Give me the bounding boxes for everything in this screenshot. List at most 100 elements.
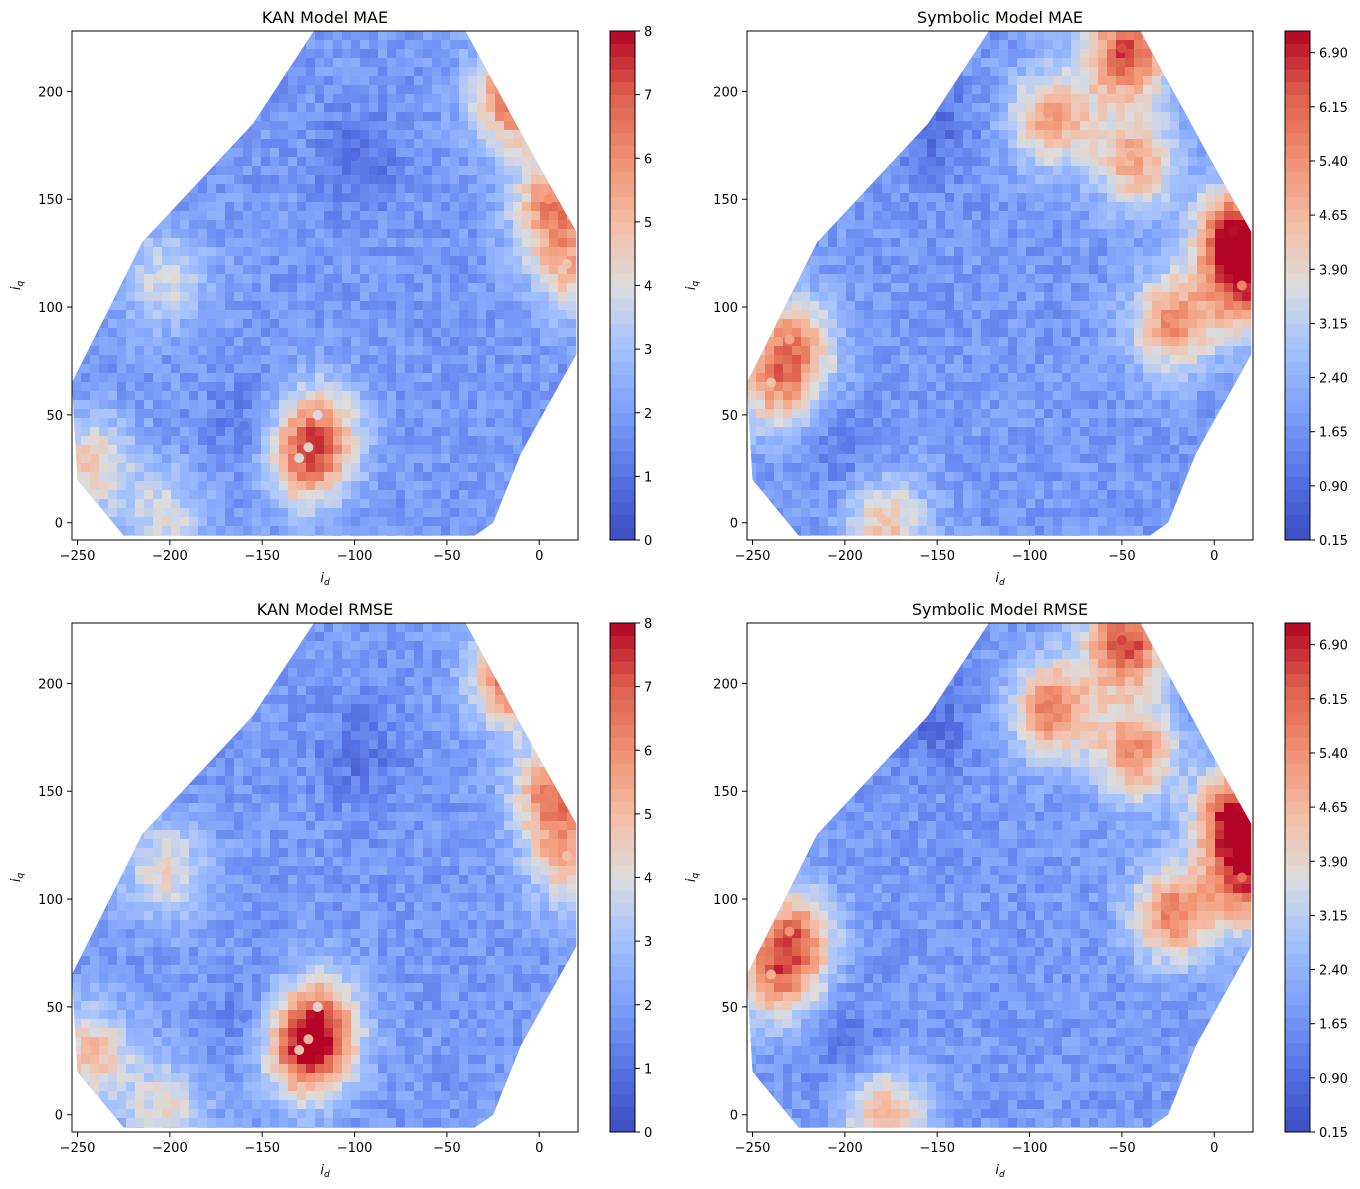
y-tick-label: 50 xyxy=(46,1001,63,1016)
chart-title: Symbolic Model RMSE xyxy=(912,600,1088,619)
colorbar-tick-label: 0.15 xyxy=(1319,534,1348,549)
hotspot-point xyxy=(81,1045,92,1056)
y-axis-label: iq xyxy=(684,873,701,883)
heatmap-field xyxy=(747,31,1252,536)
x-tick-label: −50 xyxy=(1108,1141,1135,1156)
colorbar: 0.15 0.90 1.65 2.40 3.15 3.90 4.65 5.40 6.15 6.90 xyxy=(1284,622,1348,1141)
y-tick-label: 0 xyxy=(55,517,63,532)
y-tick-label: 100 xyxy=(38,893,63,908)
y-tick-label: 0 xyxy=(55,1109,63,1124)
colorbar-tick-label: 3.15 xyxy=(1319,317,1348,332)
colorbar-tick-label: 8 xyxy=(644,617,652,632)
colorbar-tick-label: 6.90 xyxy=(1319,47,1348,62)
colorbar-tick-label: 5 xyxy=(644,216,652,231)
x-tick-label: −150 xyxy=(919,549,955,564)
axes-frame xyxy=(71,622,579,1133)
hotspot-point xyxy=(312,409,323,420)
colorbar-tick-label: 2.40 xyxy=(1319,964,1348,979)
panel-2: Symbolic Model MAE −250 −200 −150 −100 −50 0 0 5… xyxy=(684,8,1348,588)
colorbar-tick-label: 7 xyxy=(644,681,652,696)
colorbar-tick-label: 2.40 xyxy=(1319,372,1348,387)
hotspot-point xyxy=(839,1034,850,1045)
colorbar-tick-label: 3.90 xyxy=(1319,263,1348,278)
heatmap-field xyxy=(72,623,577,1128)
hotspot-point xyxy=(1163,312,1174,323)
hotspot-point xyxy=(1116,635,1127,646)
colorbar-tick-label: 2 xyxy=(644,407,652,422)
colorbar-tick-label: 5 xyxy=(644,808,652,823)
x-tick-label: 0 xyxy=(1210,1141,1218,1156)
y-tick-label: 50 xyxy=(721,1001,738,1016)
hotspot-point xyxy=(1043,107,1054,118)
x-tick-label: −250 xyxy=(735,1141,771,1156)
hotspot-point xyxy=(506,667,517,678)
x-tick-label: −200 xyxy=(827,549,863,564)
y-tick-label: 150 xyxy=(38,785,63,800)
hotspot-point xyxy=(876,513,887,524)
colorbar-tick-label: 4 xyxy=(644,872,652,887)
colorbar-tick-label: 7 xyxy=(644,89,652,104)
hotspot-point xyxy=(1163,904,1174,915)
colorbar-tick-label: 6 xyxy=(644,152,652,167)
x-axis-label: id xyxy=(995,1163,1005,1180)
y-tick-label: 50 xyxy=(721,409,738,424)
x-tick-label: −150 xyxy=(244,1141,280,1156)
y-tick-label: 200 xyxy=(713,677,738,692)
colorbar-tick-label: 1.65 xyxy=(1319,1018,1348,1033)
hotspot-point xyxy=(1227,807,1238,818)
colorbar-tick-label: 5.40 xyxy=(1319,747,1348,762)
colorbar-tick-label: 0 xyxy=(644,1126,652,1141)
hotspot-point xyxy=(922,710,933,721)
hotspot-point xyxy=(1043,699,1054,710)
hotspot-point xyxy=(155,1098,166,1109)
x-axis-label: id xyxy=(320,1163,330,1180)
hotspot-point xyxy=(784,926,795,937)
hotspot-point xyxy=(766,377,777,388)
axes-frame xyxy=(71,30,579,541)
chart-title: Symbolic Model MAE xyxy=(917,8,1083,27)
hotspot-point xyxy=(1236,872,1247,883)
colorbar-tick-label: 1.65 xyxy=(1319,426,1348,441)
y-axis-label: iq xyxy=(684,281,701,291)
colorbar-tick-label: 3.90 xyxy=(1319,855,1348,870)
y-tick-label: 0 xyxy=(730,517,738,532)
panel-1: KAN Model MAE−250 −200 −150 −100 −50 00501001… xyxy=(9,8,652,588)
y-tick-label: 100 xyxy=(38,301,63,316)
colorbar-tick-label: 6.15 xyxy=(1319,101,1348,116)
heatmap-field xyxy=(72,31,577,536)
axes-frame xyxy=(746,30,1254,541)
colorbar-tick-label: 3.15 xyxy=(1319,909,1348,924)
colorbar-tick-label: 0.15 xyxy=(1319,1126,1348,1141)
colorbar-tick-label: 0.90 xyxy=(1319,1072,1348,1087)
hotspot-point xyxy=(561,850,572,861)
x-tick-label: −150 xyxy=(244,549,280,564)
x-tick-label: 0 xyxy=(1210,549,1218,564)
x-tick-label: −50 xyxy=(433,1141,460,1156)
hotspot-point xyxy=(349,743,360,754)
x-tick-label: −50 xyxy=(1108,549,1135,564)
colorbar-tick-label: 4 xyxy=(644,280,652,295)
x-tick-label: −250 xyxy=(60,549,96,564)
panel-4: Symbolic Model RMSE −250 −200 −150 −100 −50 0 0… xyxy=(684,600,1348,1180)
y-axis-label: iq xyxy=(9,281,26,291)
hotspot-point xyxy=(561,258,572,269)
hotspot-point xyxy=(1236,280,1247,291)
hotspot-point xyxy=(1227,226,1238,237)
axes-frame xyxy=(746,622,1254,1133)
colorbar-tick-label: 5.40 xyxy=(1319,155,1348,170)
hotspot-point xyxy=(294,453,305,464)
y-tick-label: 150 xyxy=(713,193,738,208)
x-tick-label: −100 xyxy=(337,549,373,564)
colorbar-tick-label: 6.90 xyxy=(1319,639,1348,654)
hotspot-point xyxy=(839,442,850,453)
colorbar-tick-label: 0 xyxy=(644,534,652,549)
colorbar-tick-label: 1 xyxy=(644,1062,652,1077)
colorbar-tick-label: 8 xyxy=(644,25,652,40)
colorbar-tick-label: 3 xyxy=(644,343,652,358)
colorbar-tick-label: 4.65 xyxy=(1319,801,1348,816)
panel-3: KAN Model RMSE−250 −200 −150 −100 −50 0050100… xyxy=(9,600,652,1180)
colorbar-tick-label: 3 xyxy=(644,935,652,950)
hotspot-point xyxy=(303,442,314,453)
colorbar-tick-label: 0.90 xyxy=(1319,480,1348,495)
